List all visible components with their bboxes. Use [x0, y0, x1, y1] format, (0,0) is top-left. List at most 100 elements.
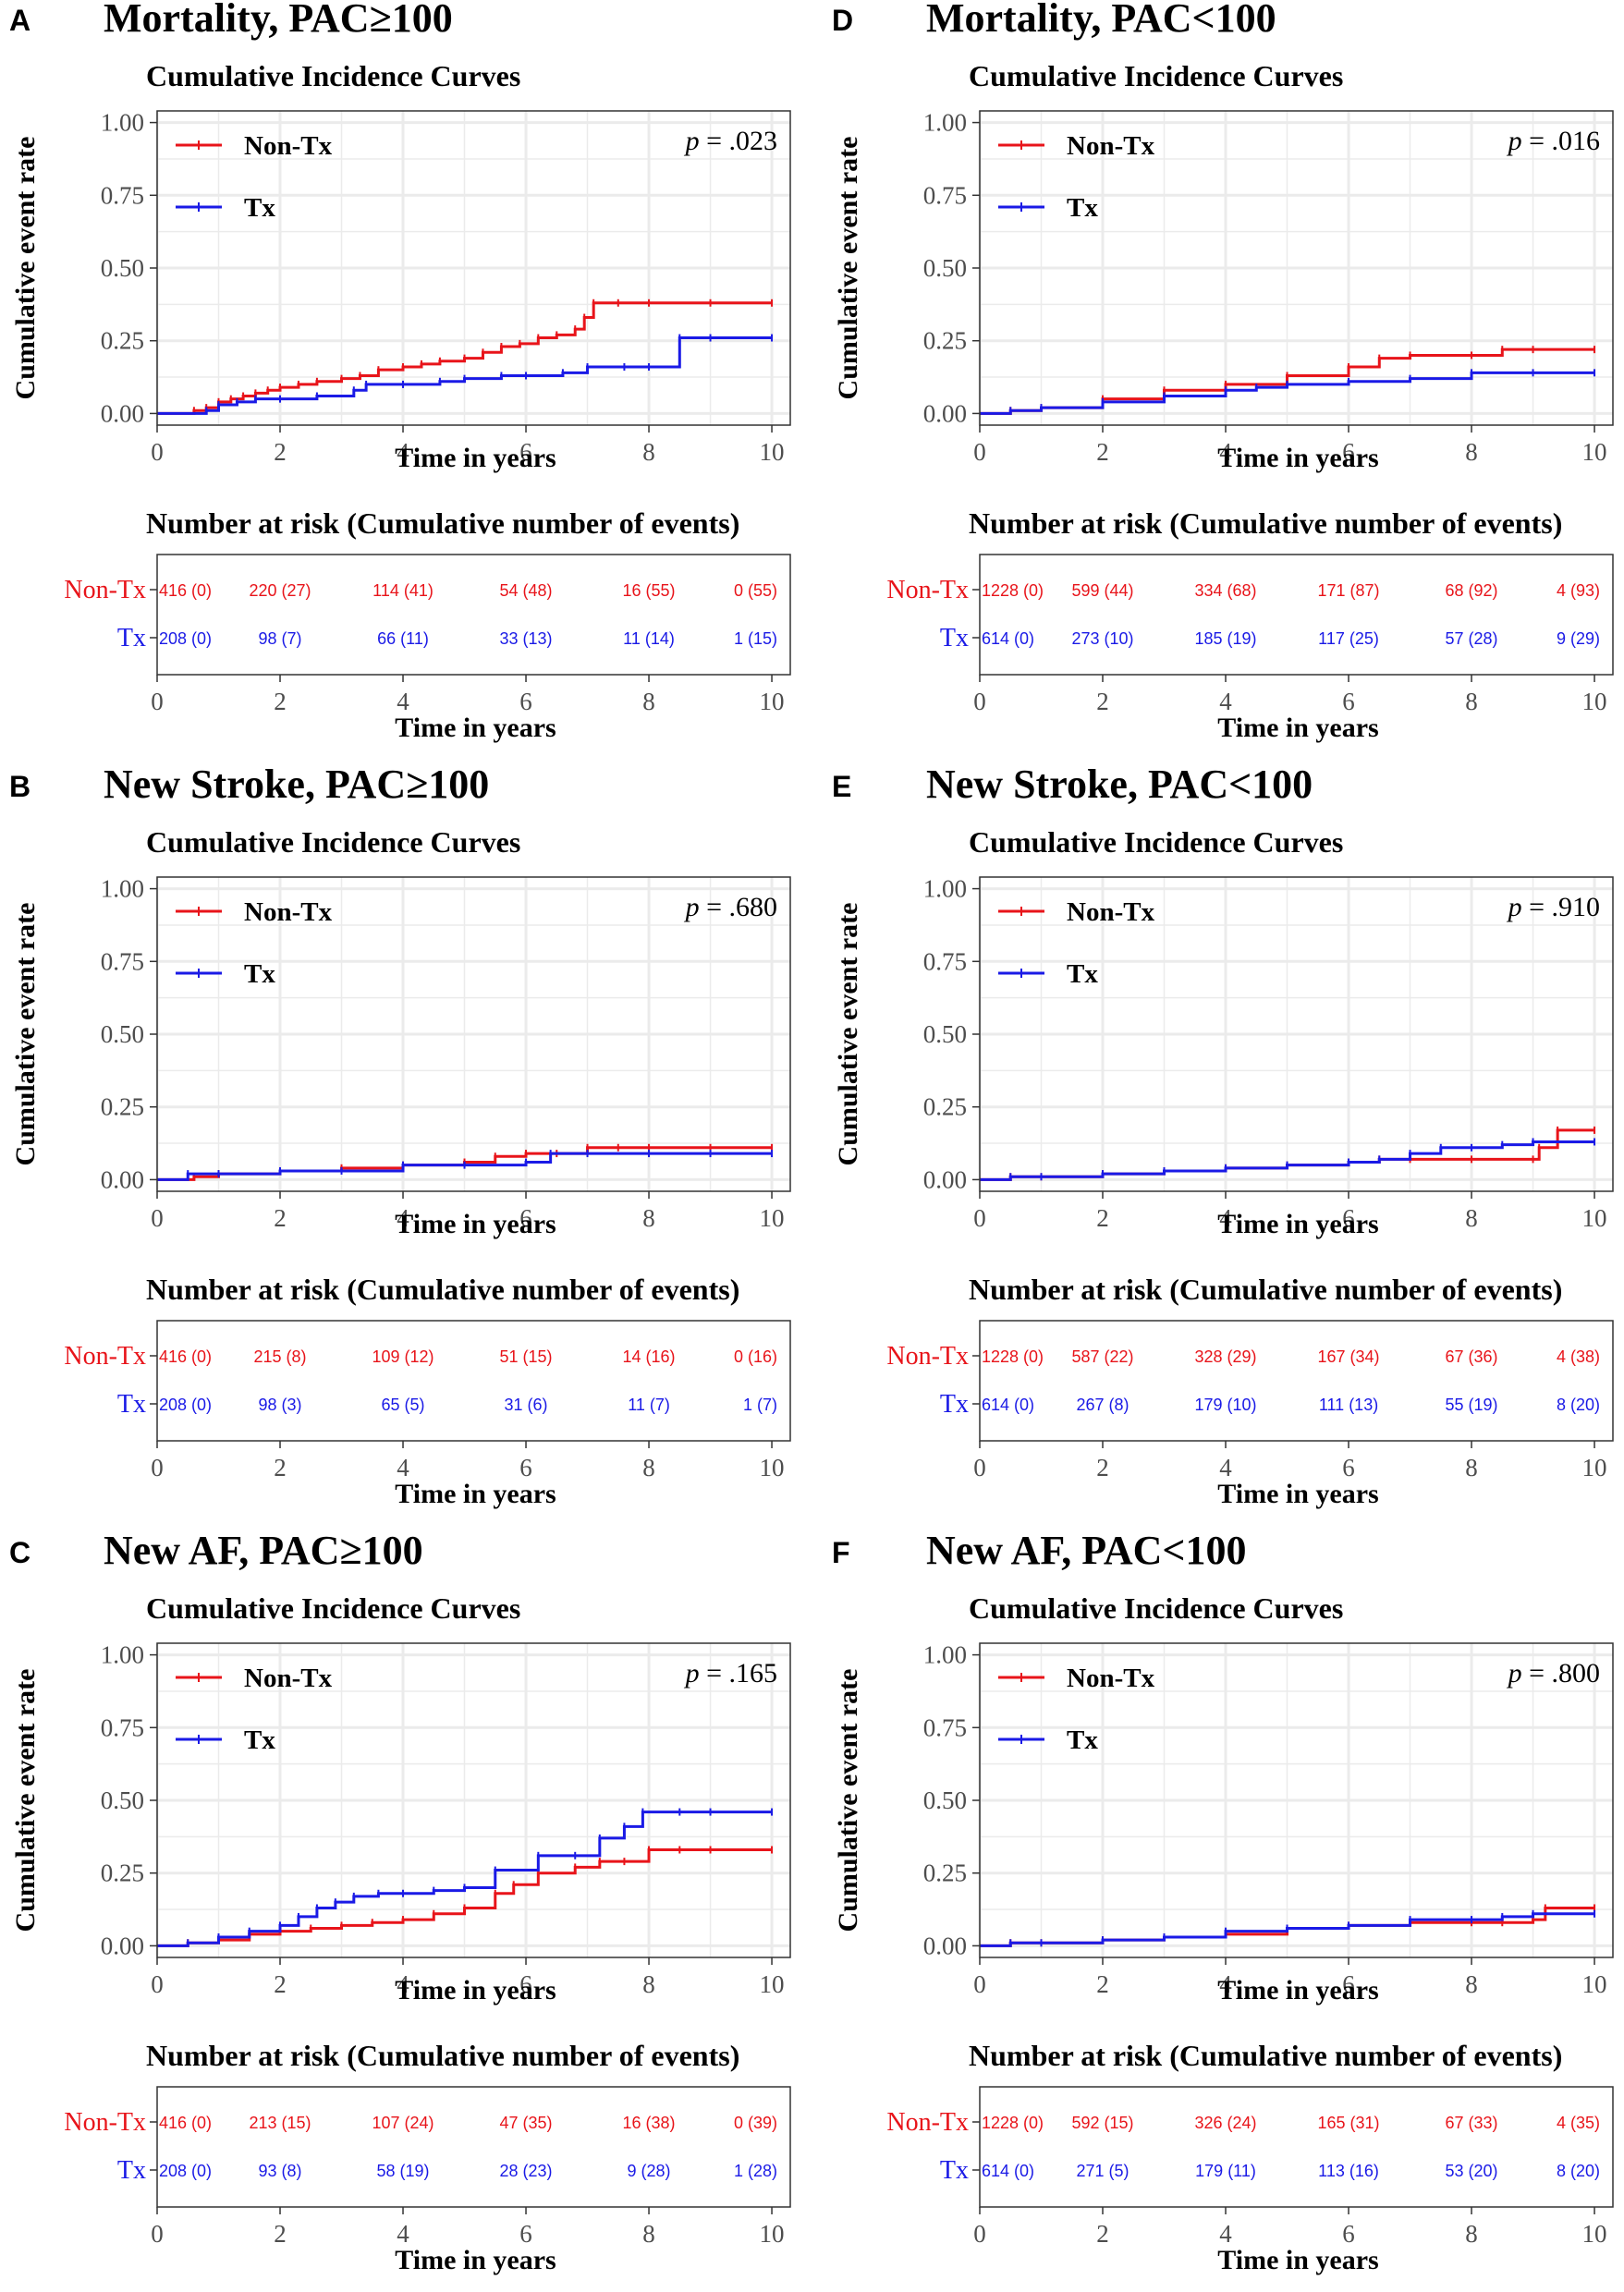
- risk-table-title: Number at risk (Cumulative number of eve…: [969, 1273, 1562, 1306]
- risk-table-title: Number at risk (Cumulative number of eve…: [146, 2039, 739, 2072]
- x-tick-label: 6: [519, 1204, 532, 1232]
- censor-marks-tx: [187, 1808, 774, 1947]
- risk-cell: 14 (16): [623, 1347, 676, 1366]
- risk-cell: 113 (16): [1318, 2162, 1379, 2180]
- risk-cell: 31 (6): [505, 1396, 548, 1414]
- x-tick-label: 2: [1096, 1204, 1109, 1232]
- y-tick-label: 0.75: [101, 947, 144, 975]
- risk-cell: 328 (29): [1194, 1347, 1256, 1366]
- y-axis-title: Cumulative event rate: [10, 903, 41, 1166]
- legend-label: Non-Tx: [244, 1664, 333, 1693]
- risk-row-label-non-tx: Non-Tx: [64, 1342, 146, 1371]
- y-tick-label: 0.25: [101, 327, 144, 355]
- risk-x-tick-label: 2: [274, 1454, 287, 1481]
- risk-cell: 28 (23): [500, 2162, 553, 2180]
- y-tick-label: 0.25: [101, 1859, 144, 1887]
- y-tick-label: 0.50: [923, 1786, 967, 1814]
- x-tick-label: 4: [1219, 1970, 1232, 1998]
- risk-cell: 0 (39): [734, 2114, 777, 2132]
- legend-item-tx: Tx: [998, 1725, 1098, 1755]
- risk-cell: 416 (0): [159, 1347, 212, 1366]
- curves-subtitle: Cumulative Incidence Curves: [146, 59, 520, 92]
- risk-cell: 47 (35): [500, 2114, 553, 2132]
- risk-cell: 1228 (0): [982, 2114, 1044, 2132]
- y-tick-label: 0.50: [101, 1020, 144, 1048]
- risk-cell: 4 (38): [1557, 1347, 1600, 1366]
- y-tick-label: 0.75: [923, 181, 967, 209]
- x-tick-label: 8: [1465, 1204, 1478, 1232]
- risk-cell: 215 (8): [253, 1347, 306, 1366]
- risk-cell: 98 (7): [258, 629, 301, 648]
- curve-tx: [157, 1152, 773, 1181]
- x-tick-label: 2: [274, 1204, 287, 1232]
- risk-x-axis-title: Time in years: [395, 2245, 556, 2275]
- risk-table-border: [979, 1320, 1614, 1442]
- risk-row-label-tx: Tx: [117, 2156, 146, 2185]
- risk-cell: 16 (38): [623, 2114, 676, 2132]
- x-tick-label: 6: [1342, 1970, 1355, 1998]
- risk-cell: 67 (33): [1446, 2114, 1498, 2132]
- x-tick-label: 0: [973, 438, 986, 466]
- risk-x-tick-label: 6: [1342, 688, 1355, 715]
- risk-cell: 98 (3): [258, 1396, 301, 1414]
- risk-x-tick-label: 8: [642, 688, 655, 715]
- panel-d: D Mortality, PAC<100 Cumulative Incidence …: [832, 0, 1614, 743]
- x-axis-title: Time in years: [1217, 1209, 1378, 1239]
- panel-title: Mortality, PAC<100: [926, 0, 1276, 41]
- censor-marks-tx: [187, 1150, 774, 1178]
- panel-e: E New Stroke, PAC<100 Cumulative Incidence…: [832, 762, 1614, 1509]
- x-tick-label: 0: [151, 1204, 164, 1232]
- risk-row-label-non-tx: Non-Tx: [64, 2108, 146, 2137]
- legend-item-tx: Tx: [998, 959, 1098, 989]
- legend-item-tx: Tx: [176, 193, 275, 223]
- y-tick-label: 1.00: [101, 109, 144, 137]
- censor-marks-tx: [1009, 1909, 1596, 1947]
- risk-cell: 4 (35): [1557, 2114, 1600, 2132]
- risk-x-tick-label: 8: [1465, 2220, 1478, 2248]
- risk-cell: 167 (34): [1318, 1347, 1380, 1366]
- legend-item-non-tx: Non-Tx: [176, 897, 333, 927]
- x-axis-title: Time in years: [1217, 443, 1378, 473]
- x-tick-label: 4: [1219, 1204, 1232, 1232]
- risk-table-title: Number at risk (Cumulative number of eve…: [146, 1273, 739, 1306]
- risk-row-label-non-tx: Non-Tx: [886, 576, 969, 604]
- risk-x-axis-title: Time in years: [395, 1479, 556, 1509]
- risk-cell: 220 (27): [249, 581, 311, 600]
- risk-cell: 1 (7): [743, 1396, 777, 1414]
- y-tick-label: 0.00: [101, 399, 144, 427]
- risk-cell: 66 (11): [377, 629, 429, 648]
- risk-row-label-non-tx: Non-Tx: [886, 2108, 969, 2137]
- y-tick-label: 0.25: [923, 1859, 967, 1887]
- panel-title: New AF, PAC≥100: [104, 1528, 423, 1573]
- legend-item-non-tx: Non-Tx: [998, 897, 1155, 927]
- censor-marks-tx: [1009, 1138, 1596, 1181]
- risk-x-axis-title: Time in years: [1217, 2245, 1378, 2275]
- risk-x-tick-label: 10: [760, 2220, 785, 2248]
- y-tick-label: 0.50: [101, 1786, 144, 1814]
- risk-cell: 165 (31): [1318, 2114, 1380, 2132]
- x-tick-label: 10: [760, 1970, 785, 1998]
- y-tick-label: 1.00: [101, 1641, 144, 1669]
- risk-cell: 67 (36): [1446, 1347, 1498, 1366]
- panel-f: F New AF, PAC<100 Cumulative Incidence Cur…: [832, 1528, 1614, 2275]
- risk-x-axis-title: Time in years: [1217, 713, 1378, 743]
- risk-row-label-non-tx: Non-Tx: [64, 576, 146, 604]
- risk-x-tick-label: 10: [1582, 2220, 1607, 2248]
- x-axis-title: Time in years: [395, 443, 556, 473]
- legend-label: Non-Tx: [1067, 897, 1155, 927]
- x-tick-label: 0: [973, 1204, 986, 1232]
- risk-row-label-tx: Tx: [117, 1390, 146, 1419]
- risk-cell: 592 (15): [1071, 2114, 1133, 2132]
- risk-cell: 53 (20): [1446, 2162, 1498, 2180]
- x-axis-title: Time in years: [395, 1209, 556, 1239]
- x-axis-title: Time in years: [395, 1975, 556, 2006]
- legend-label: Tx: [1067, 959, 1098, 989]
- risk-x-tick-label: 0: [973, 2220, 986, 2248]
- risk-cell: 179 (11): [1195, 2162, 1256, 2180]
- risk-cell: 68 (92): [1446, 581, 1498, 600]
- y-tick-label: 1.00: [923, 109, 967, 137]
- risk-cell: 0 (16): [734, 1347, 777, 1366]
- y-tick-label: 0.75: [101, 181, 144, 209]
- risk-x-tick-label: 6: [519, 1454, 532, 1481]
